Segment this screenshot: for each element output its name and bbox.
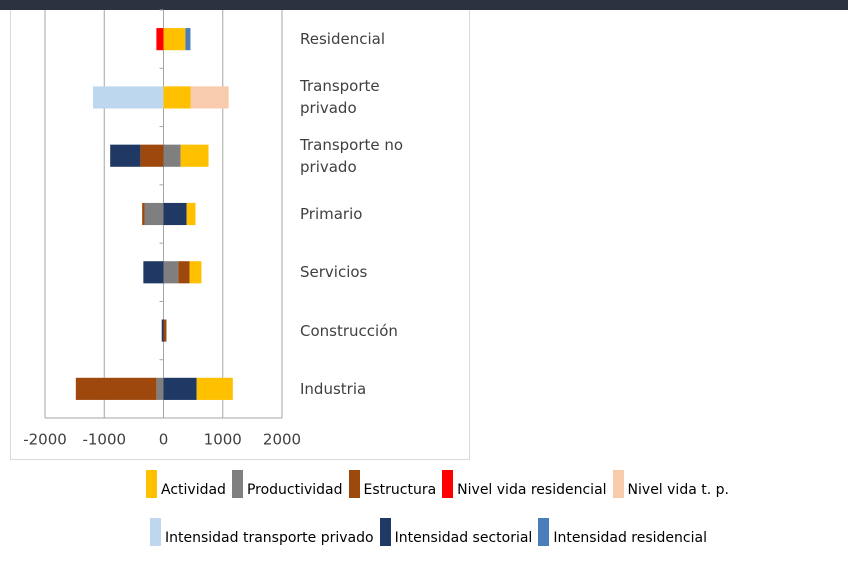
legend-swatch: [442, 470, 454, 498]
bar: [180, 144, 209, 167]
legend-item: Intensidad residencial: [538, 518, 707, 546]
x-tick-label: 1000: [204, 431, 242, 449]
legend-swatch: [538, 518, 550, 546]
bar: [185, 28, 191, 51]
bar: [178, 261, 190, 284]
legend-label: Estructura: [363, 482, 437, 498]
legend-item: Nivel vida residencial: [442, 470, 607, 498]
legend-row: Intensidad transporte privado Intensidad …: [150, 518, 707, 546]
category-label: Construcción: [300, 321, 398, 340]
bar: [140, 144, 164, 167]
legend-label: Actividad: [161, 482, 226, 498]
legend-item: Productividad: [231, 470, 343, 498]
x-tick-label: 0: [159, 431, 169, 449]
legend-swatch: [348, 470, 360, 498]
legend-label: Nivel vida t. p.: [627, 482, 729, 498]
legend-item: Intensidad sectorial: [379, 518, 533, 546]
bar: [163, 319, 167, 342]
x-tick-label: -2000: [23, 431, 67, 449]
bar: [163, 261, 179, 284]
x-tick-label: -1000: [82, 431, 126, 449]
bar: [75, 377, 157, 400]
category-label: Transporte no privado: [300, 135, 404, 176]
chart-frame: [10, 10, 470, 460]
category-label: Primario: [300, 205, 363, 223]
banner: [0, 0, 848, 10]
category-label: Residencial: [300, 30, 385, 49]
bar: [144, 202, 164, 226]
legend-label: Nivel vida residencial: [457, 482, 607, 498]
bar: [189, 261, 202, 284]
legend-label: Productividad: [246, 482, 343, 498]
category-label: Industria: [300, 379, 367, 398]
legend-swatch: [379, 518, 391, 546]
legend-item: Nivel vida t. p.: [612, 470, 729, 498]
bar: [163, 144, 181, 167]
bar: [156, 377, 164, 400]
bar: [156, 28, 164, 51]
bar: [163, 86, 191, 109]
bar: [142, 202, 145, 226]
bar: [163, 202, 187, 226]
legend-item: Actividad: [146, 470, 226, 498]
legend-label: Intensidad transporte privado: [165, 530, 374, 546]
category-label: Servicios: [300, 263, 368, 282]
chart: -2000 -1000 0 1000 2000: [23, 9, 301, 449]
bar: [92, 86, 164, 109]
legend-row: Actividad Productividad Estructura Nivel vi…: [146, 470, 729, 498]
legend-swatch: [146, 470, 157, 498]
bar: [161, 319, 164, 342]
x-tick-label: 2000: [263, 431, 301, 449]
legend-label: Intensidad residencial: [553, 530, 707, 546]
category-label: Transporte privado: [300, 77, 380, 118]
legend-item: Intensidad transporte privado: [150, 518, 374, 546]
legend-swatch: [231, 470, 243, 498]
bar: [190, 86, 229, 109]
bar: [110, 144, 141, 167]
bar: [186, 202, 196, 226]
bar: [143, 261, 164, 284]
bar: [196, 377, 233, 400]
legend-item: Estructura: [348, 470, 437, 498]
legend-swatch: [612, 470, 624, 498]
bar: [163, 28, 186, 51]
bar: [163, 377, 197, 400]
legend-label: Intensidad sectorial: [394, 530, 533, 546]
legend-swatch: [150, 518, 161, 546]
